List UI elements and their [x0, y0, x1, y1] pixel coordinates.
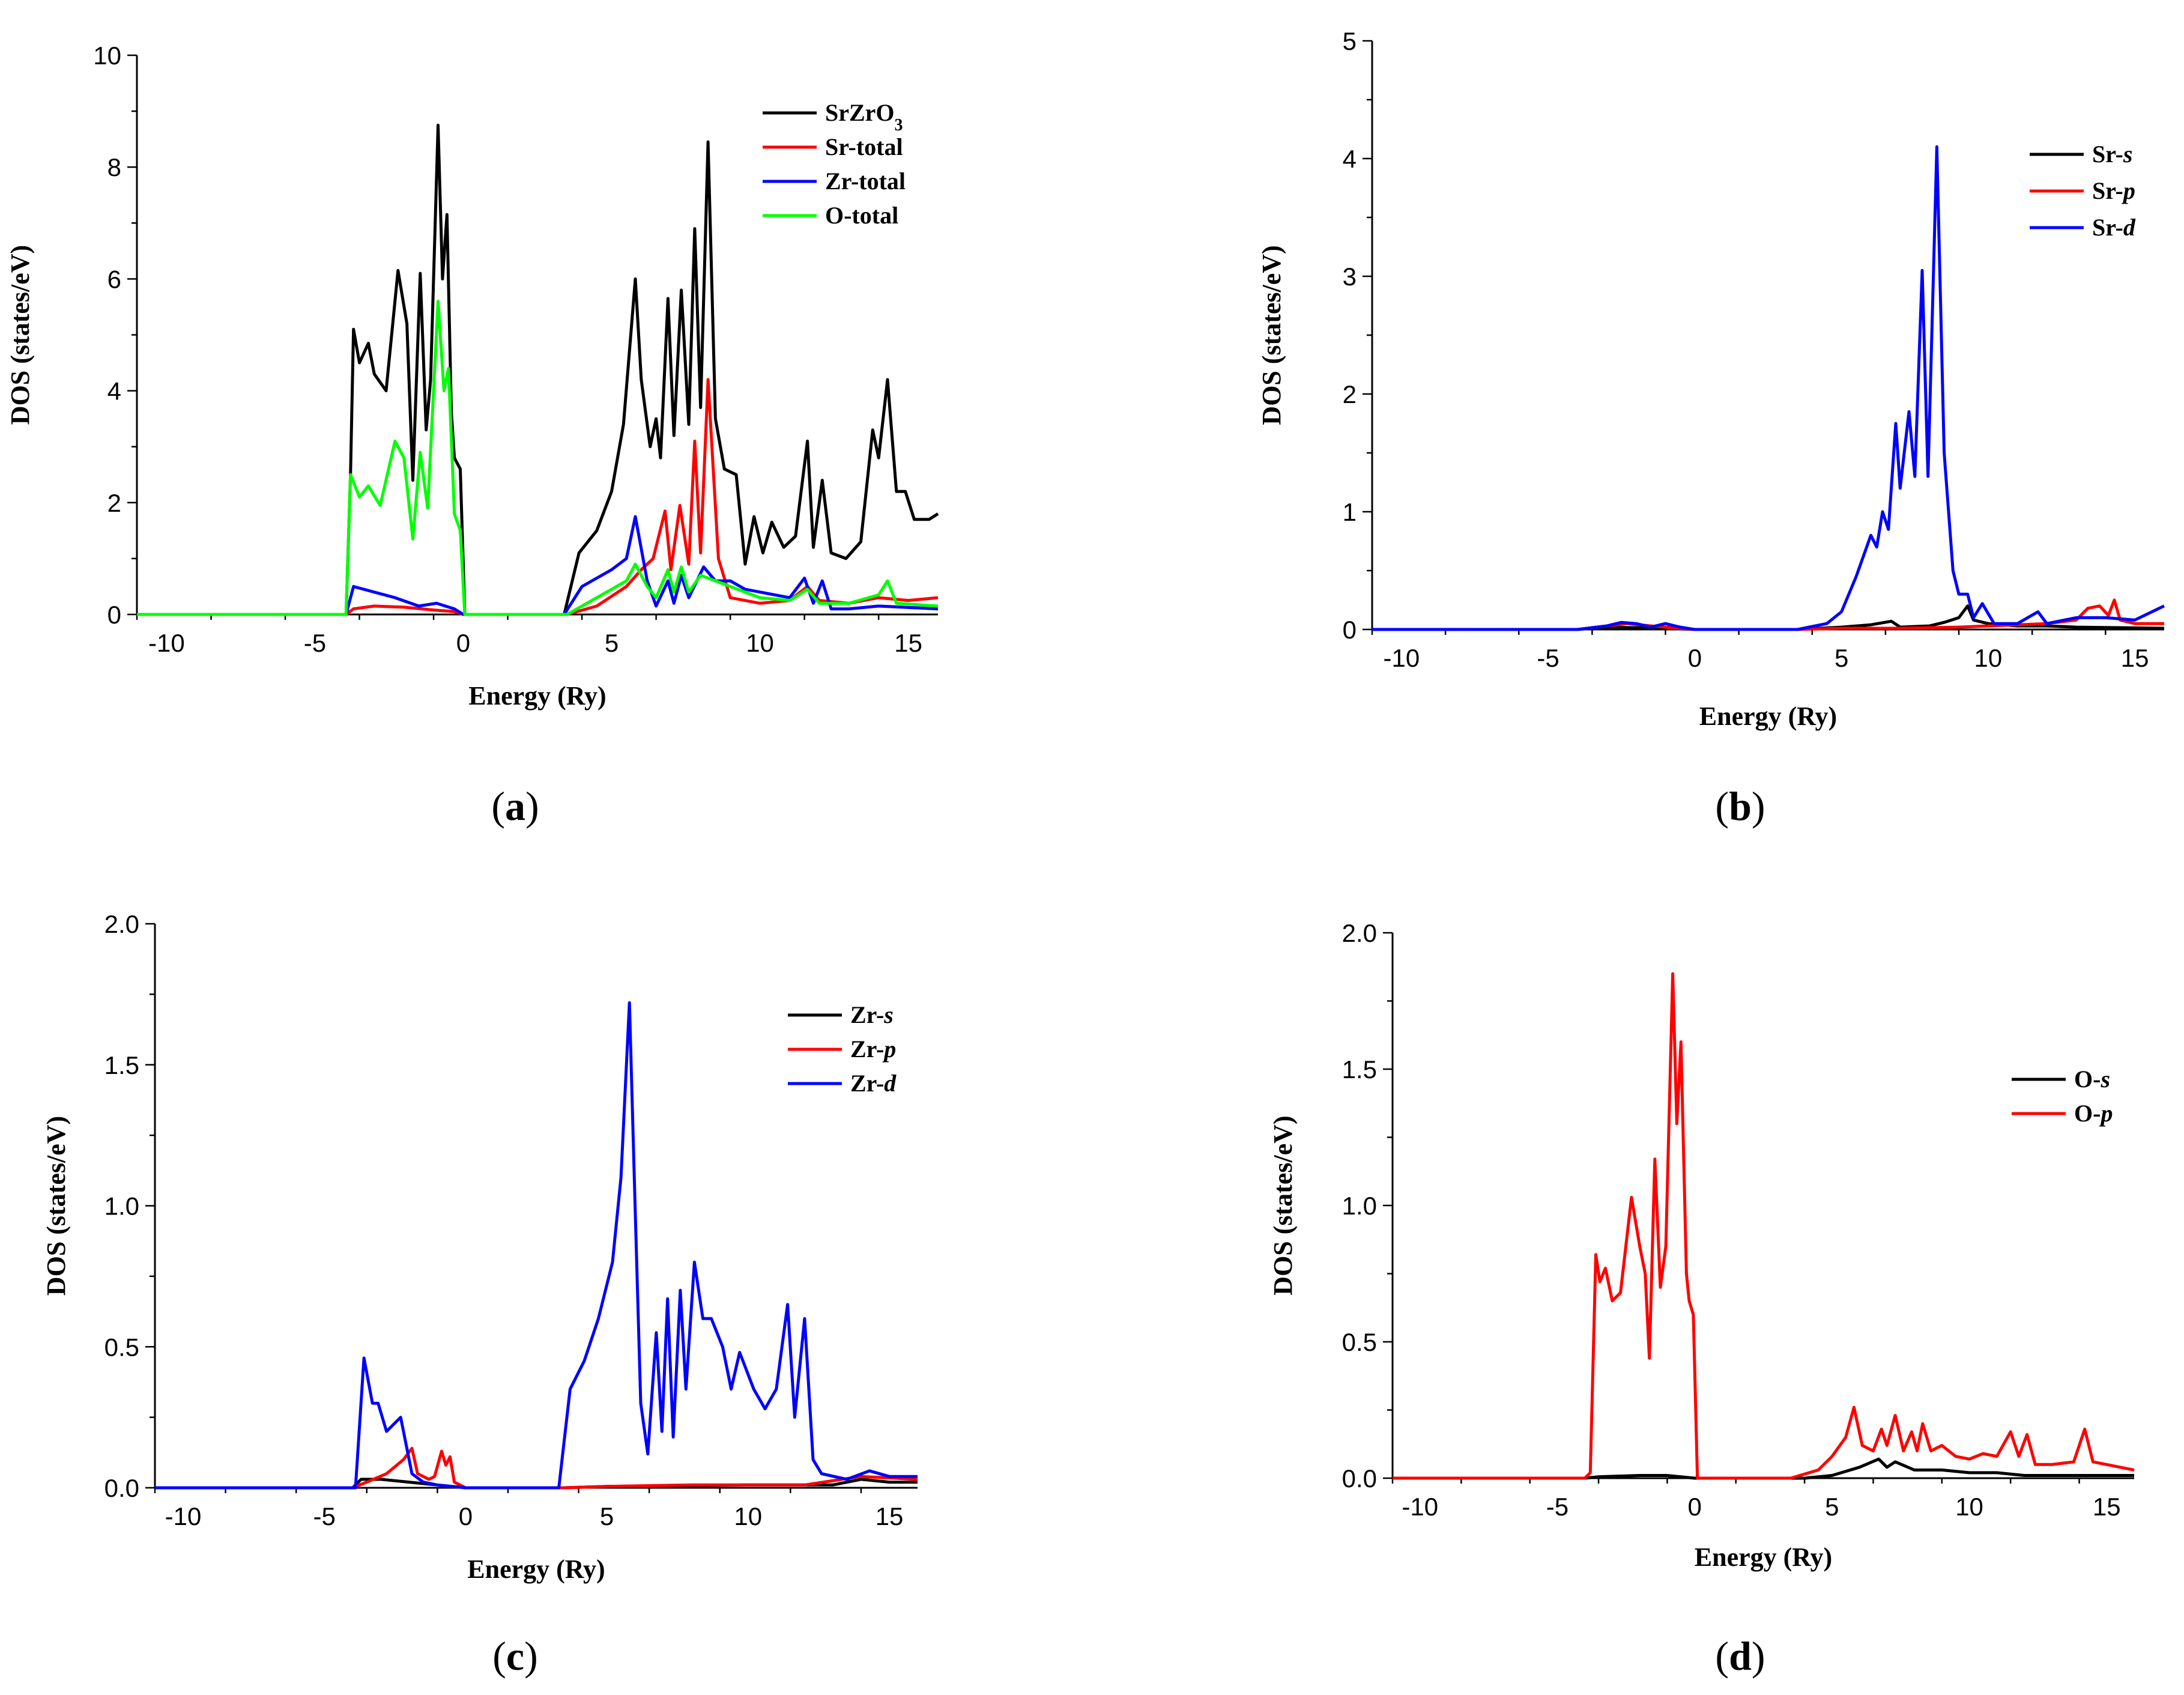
y-tick-label: 8 [107, 153, 121, 181]
y-tick-label: 1.0 [1342, 1192, 1377, 1220]
legend-label: Zr-s [850, 1001, 894, 1028]
x-tick-label: 15 [894, 629, 922, 657]
y-tick-label: 0.0 [104, 1474, 139, 1502]
series-line-o-total [137, 300, 939, 616]
x-tick-label: 0 [1688, 644, 1702, 672]
panel-a: -10 -5 0 5 10 15 0 2 4 6 8 10 Energy (Ry) DOS (states… [5, 41, 939, 829]
x-tick-label: 15 [2121, 644, 2149, 672]
panel-c: -10 -5 0 5 10 15 0.0 0.5 1.0 1.5 2.0 Energy (Ry) DOS… [41, 910, 918, 1679]
x-axis-title: Energy (Ry) [1699, 702, 1837, 731]
series-line-sr-total [137, 378, 939, 616]
x-tick-label: 5 [1825, 1493, 1839, 1521]
y-tick-label: 1.5 [104, 1051, 139, 1079]
y-tick-label: 4 [107, 377, 121, 405]
legend-label: Sr-p [2092, 177, 2135, 204]
x-tick-label: -5 [304, 629, 326, 657]
legend-label: Zr-d [850, 1070, 897, 1097]
panel-label: (b) [1715, 783, 1765, 829]
legend-label: Zr-p [850, 1035, 896, 1063]
y-tick-label: 1.5 [1342, 1055, 1377, 1084]
y-tick-label: 0.5 [1342, 1328, 1377, 1356]
y-axis-title: DOS (states/eV) [5, 245, 35, 425]
y-tick-label: 2 [1343, 380, 1357, 408]
y-axis-title: DOS (states/eV) [1268, 1115, 1298, 1295]
panel-label: (d) [1715, 1633, 1765, 1679]
y-tick-label: 0.0 [1342, 1464, 1377, 1493]
panel-label: (a) [491, 783, 539, 829]
legend: Zr-s Zr-p Zr-d [788, 1001, 897, 1097]
x-tick-label: 10 [1955, 1493, 1983, 1521]
x-tick-label: 0 [459, 1502, 473, 1530]
series-line-zr-p [155, 1446, 918, 1490]
x-axis-title: Energy (Ry) [468, 681, 606, 711]
x-axis-title: Energy (Ry) [1695, 1542, 1832, 1572]
y-tick-label: 1.0 [104, 1192, 139, 1220]
legend-label: Sr-total [825, 133, 903, 160]
y-tick-label: 0 [107, 601, 121, 629]
y-tick-label: 0 [1343, 616, 1357, 644]
y-tick-label: 0.5 [104, 1333, 139, 1361]
x-axis-title: Energy (Ry) [467, 1554, 605, 1584]
series-line-o-p [1393, 972, 2135, 1480]
y-tick-label: 5 [1343, 27, 1357, 55]
x-tick-label: -10 [148, 629, 185, 657]
y-tick-label: 2.0 [104, 910, 139, 938]
x-tick-label: 0 [456, 629, 470, 657]
legend-label: Zr-total [825, 168, 906, 195]
y-tick-label: 10 [93, 41, 121, 70]
series-line-sr-d [1372, 145, 2165, 631]
x-tick-label: -5 [313, 1502, 336, 1530]
panel-b: -10 -5 0 5 10 15 0 1 2 3 4 5 Energy (Ry) DOS (states/… [1257, 27, 2165, 829]
y-tick-label: 2.0 [1342, 919, 1377, 947]
x-tick-label: 10 [1974, 644, 2003, 672]
y-tick-label: 6 [107, 265, 121, 293]
legend: Sr-s Sr-p Sr-d [2030, 141, 2136, 241]
y-axis-title: DOS (states/eV) [1257, 245, 1286, 425]
panel-d: -10 -5 0 5 10 15 0.0 0.5 1.0 1.5 2.0 Energy (Ry) DOS… [1268, 919, 2135, 1679]
y-axis-title: DOS (states/eV) [41, 1116, 71, 1296]
y-tick-label: 2 [107, 489, 121, 517]
x-tick-label: 5 [605, 629, 619, 657]
series-line-srzro3 [137, 123, 939, 616]
panel-label: (c) [492, 1633, 538, 1679]
legend: O-s O-p [2012, 1066, 2113, 1127]
legend-label: Sr-s [2092, 141, 2132, 168]
x-tick-label: 5 [600, 1502, 614, 1530]
series-line-zr-d [155, 1001, 918, 1490]
legend-label: Sr-d [2092, 214, 2136, 241]
x-tick-label: -10 [165, 1502, 202, 1530]
x-tick-label: 10 [734, 1502, 762, 1530]
y-tick-label: 4 [1343, 145, 1357, 173]
x-tick-label: 10 [746, 629, 774, 657]
x-tick-label: 0 [1687, 1493, 1701, 1521]
legend-label: O-p [2074, 1100, 2113, 1127]
y-tick-label: 1 [1343, 498, 1357, 526]
x-tick-label: -5 [1537, 644, 1559, 672]
legend-label: O-total [825, 202, 898, 229]
x-tick-label: -5 [1546, 1493, 1568, 1521]
x-tick-label: 5 [1835, 644, 1848, 672]
series-line-sr-p [1372, 598, 2164, 631]
legend-label: SrZrO3 [825, 99, 903, 135]
y-tick-label: 3 [1343, 262, 1357, 291]
series-line-o-s [1393, 1457, 2134, 1480]
x-tick-label: 15 [2093, 1493, 2121, 1521]
series-line-sr-s [1372, 604, 2165, 631]
x-tick-label: -10 [1384, 644, 1420, 672]
x-tick-label: -10 [1402, 1493, 1438, 1521]
x-tick-label: 15 [876, 1502, 904, 1530]
legend-label: O-s [2074, 1066, 2110, 1093]
